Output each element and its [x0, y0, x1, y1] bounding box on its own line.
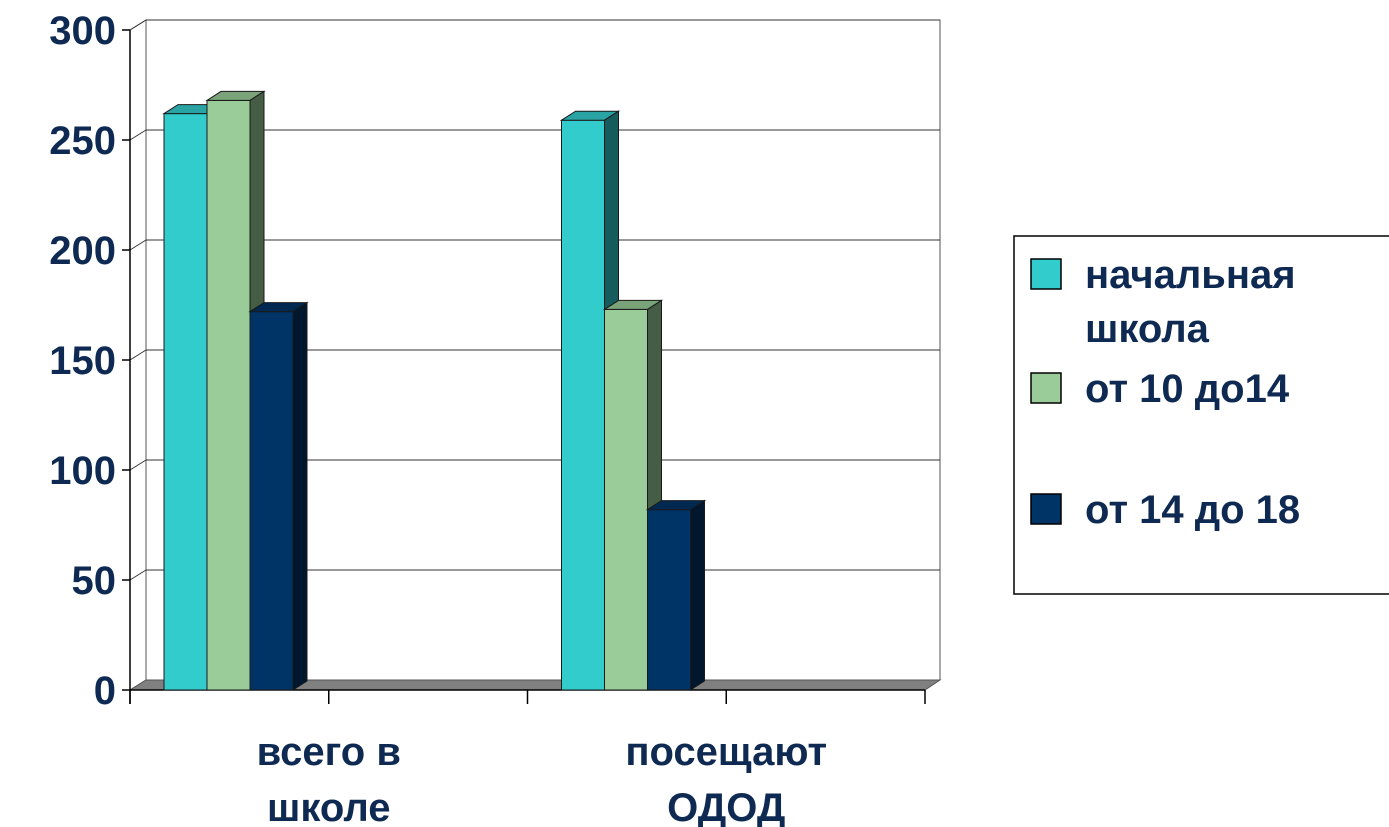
- gridline-side: [129, 349, 147, 361]
- legend-swatch: [1030, 372, 1062, 404]
- y-tick-label: 50: [72, 559, 117, 603]
- category-label: всего в: [257, 730, 401, 774]
- gridline-side: [129, 569, 147, 581]
- legend-label: школа: [1085, 307, 1210, 351]
- bar: [645, 499, 707, 691]
- legend-entry: от 10 до14: [1030, 367, 1290, 411]
- bar-side: [292, 301, 308, 691]
- legend-entry: от 14 до 18: [1030, 488, 1300, 532]
- y-tick-label: 150: [49, 339, 116, 383]
- gridline-side: [129, 459, 147, 471]
- bar-front: [163, 113, 208, 691]
- gridline-side: [129, 239, 147, 251]
- legend-label: начальная: [1085, 253, 1296, 297]
- bar-front: [604, 308, 648, 691]
- legend-swatch: [1030, 493, 1062, 525]
- y-tick-label: 200: [49, 229, 116, 273]
- y-tick-label: 300: [49, 9, 116, 53]
- bar-front: [249, 311, 294, 691]
- legend-label: от 14 до 18: [1085, 488, 1300, 532]
- category-label: ОДОД: [667, 786, 785, 827]
- legend: начальная школа от 10 до14 от 14 до 18: [1013, 235, 1389, 595]
- y-tick-label: 100: [49, 449, 116, 493]
- bar: [248, 301, 309, 691]
- y-tick-label: 250: [49, 119, 116, 163]
- category-label: школе: [267, 786, 390, 827]
- y-tick-labels: 0 50 100 150 200 250 300: [49, 9, 116, 713]
- bar-front: [647, 509, 691, 691]
- legend-label: от 10 до14: [1085, 367, 1290, 411]
- y-tick-label: 0: [94, 669, 116, 713]
- legend-entry: начальная школа: [1030, 253, 1296, 351]
- x-category-labels: всего в школе посещают ОДОД: [257, 730, 828, 827]
- gridline-side: [129, 19, 147, 31]
- bar-front: [206, 99, 251, 691]
- legend-box: [1013, 235, 1389, 595]
- bar-front: [561, 119, 605, 691]
- bars: [162, 90, 707, 691]
- gridline-side: [129, 129, 147, 141]
- legend-swatch: [1030, 258, 1062, 290]
- bar-side: [690, 499, 705, 691]
- category-label: посещают: [625, 730, 827, 774]
